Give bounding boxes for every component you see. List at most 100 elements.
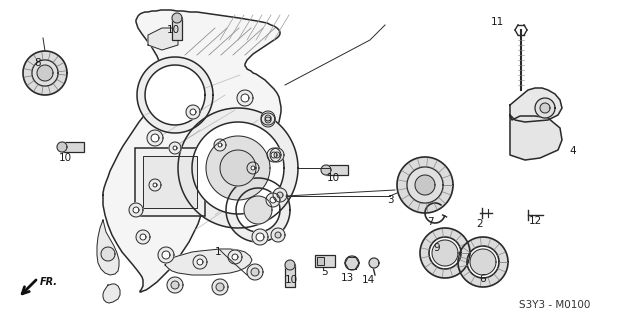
Polygon shape xyxy=(23,51,67,95)
Polygon shape xyxy=(186,105,200,119)
Bar xyxy=(326,165,348,175)
Polygon shape xyxy=(251,166,255,170)
Polygon shape xyxy=(162,251,170,259)
Polygon shape xyxy=(220,150,256,186)
Text: 12: 12 xyxy=(528,216,541,226)
Polygon shape xyxy=(285,260,295,270)
Polygon shape xyxy=(145,65,205,125)
Polygon shape xyxy=(407,167,443,203)
Polygon shape xyxy=(218,143,222,147)
Polygon shape xyxy=(212,279,228,295)
Polygon shape xyxy=(470,249,496,275)
Polygon shape xyxy=(228,250,242,264)
Text: 9: 9 xyxy=(434,243,440,253)
Polygon shape xyxy=(140,234,146,240)
Polygon shape xyxy=(101,247,115,261)
Polygon shape xyxy=(261,111,275,125)
Polygon shape xyxy=(158,247,174,263)
Polygon shape xyxy=(173,146,177,150)
Text: 3: 3 xyxy=(387,195,393,205)
Polygon shape xyxy=(467,246,499,278)
Polygon shape xyxy=(275,232,281,238)
Text: 6: 6 xyxy=(480,274,486,284)
Polygon shape xyxy=(147,130,163,146)
Polygon shape xyxy=(133,207,139,213)
Polygon shape xyxy=(252,229,268,245)
Polygon shape xyxy=(153,183,157,187)
Polygon shape xyxy=(216,283,224,291)
Polygon shape xyxy=(266,193,280,207)
Polygon shape xyxy=(397,157,453,213)
Polygon shape xyxy=(151,134,159,142)
Bar xyxy=(143,156,197,208)
Polygon shape xyxy=(149,179,161,191)
Polygon shape xyxy=(214,139,226,151)
Polygon shape xyxy=(192,122,284,214)
Polygon shape xyxy=(237,90,253,106)
Polygon shape xyxy=(256,233,264,241)
Polygon shape xyxy=(510,115,562,160)
Polygon shape xyxy=(265,117,271,123)
Text: FR.: FR. xyxy=(40,277,58,287)
Text: 4: 4 xyxy=(569,146,576,156)
Polygon shape xyxy=(97,220,119,275)
Polygon shape xyxy=(57,142,67,152)
Polygon shape xyxy=(420,228,470,278)
Polygon shape xyxy=(206,136,270,200)
Polygon shape xyxy=(407,167,443,203)
Polygon shape xyxy=(277,192,283,198)
Text: 10: 10 xyxy=(59,153,71,163)
Polygon shape xyxy=(271,152,277,158)
Text: 8: 8 xyxy=(34,58,41,68)
Polygon shape xyxy=(510,88,562,122)
Polygon shape xyxy=(193,255,207,269)
Text: 10: 10 xyxy=(326,173,340,183)
Polygon shape xyxy=(232,254,238,260)
Polygon shape xyxy=(103,284,120,303)
Polygon shape xyxy=(273,188,287,202)
Polygon shape xyxy=(167,277,183,293)
Polygon shape xyxy=(32,60,58,86)
Polygon shape xyxy=(251,268,259,276)
Text: 14: 14 xyxy=(361,275,375,285)
Polygon shape xyxy=(197,259,203,265)
Polygon shape xyxy=(178,108,298,228)
Polygon shape xyxy=(274,152,280,158)
Polygon shape xyxy=(136,230,150,244)
Polygon shape xyxy=(535,98,555,118)
Polygon shape xyxy=(226,178,290,242)
Bar xyxy=(317,257,324,265)
Polygon shape xyxy=(261,113,275,127)
Bar xyxy=(315,255,335,267)
Polygon shape xyxy=(247,264,263,280)
Text: 1: 1 xyxy=(215,247,221,257)
Polygon shape xyxy=(171,281,179,289)
Polygon shape xyxy=(241,94,249,102)
Polygon shape xyxy=(369,258,379,268)
Polygon shape xyxy=(172,13,182,23)
Polygon shape xyxy=(270,197,276,203)
Polygon shape xyxy=(540,103,550,113)
Polygon shape xyxy=(458,237,508,287)
Polygon shape xyxy=(190,109,196,115)
Polygon shape xyxy=(271,228,285,242)
Text: 5: 5 xyxy=(322,267,328,277)
Polygon shape xyxy=(165,249,252,275)
Text: S3Y3 - M0100: S3Y3 - M0100 xyxy=(519,300,590,310)
Polygon shape xyxy=(265,115,271,121)
Text: 10: 10 xyxy=(285,275,297,285)
Polygon shape xyxy=(429,237,461,269)
Polygon shape xyxy=(37,65,53,81)
Text: 2: 2 xyxy=(476,219,483,229)
Polygon shape xyxy=(137,57,213,133)
Bar xyxy=(285,265,295,287)
Polygon shape xyxy=(247,162,259,174)
Polygon shape xyxy=(432,240,458,266)
Text: 7: 7 xyxy=(427,217,433,227)
Polygon shape xyxy=(103,10,281,292)
Polygon shape xyxy=(169,142,181,154)
Polygon shape xyxy=(244,196,272,224)
Text: 13: 13 xyxy=(340,273,354,283)
Polygon shape xyxy=(270,148,284,162)
Bar xyxy=(62,142,84,152)
